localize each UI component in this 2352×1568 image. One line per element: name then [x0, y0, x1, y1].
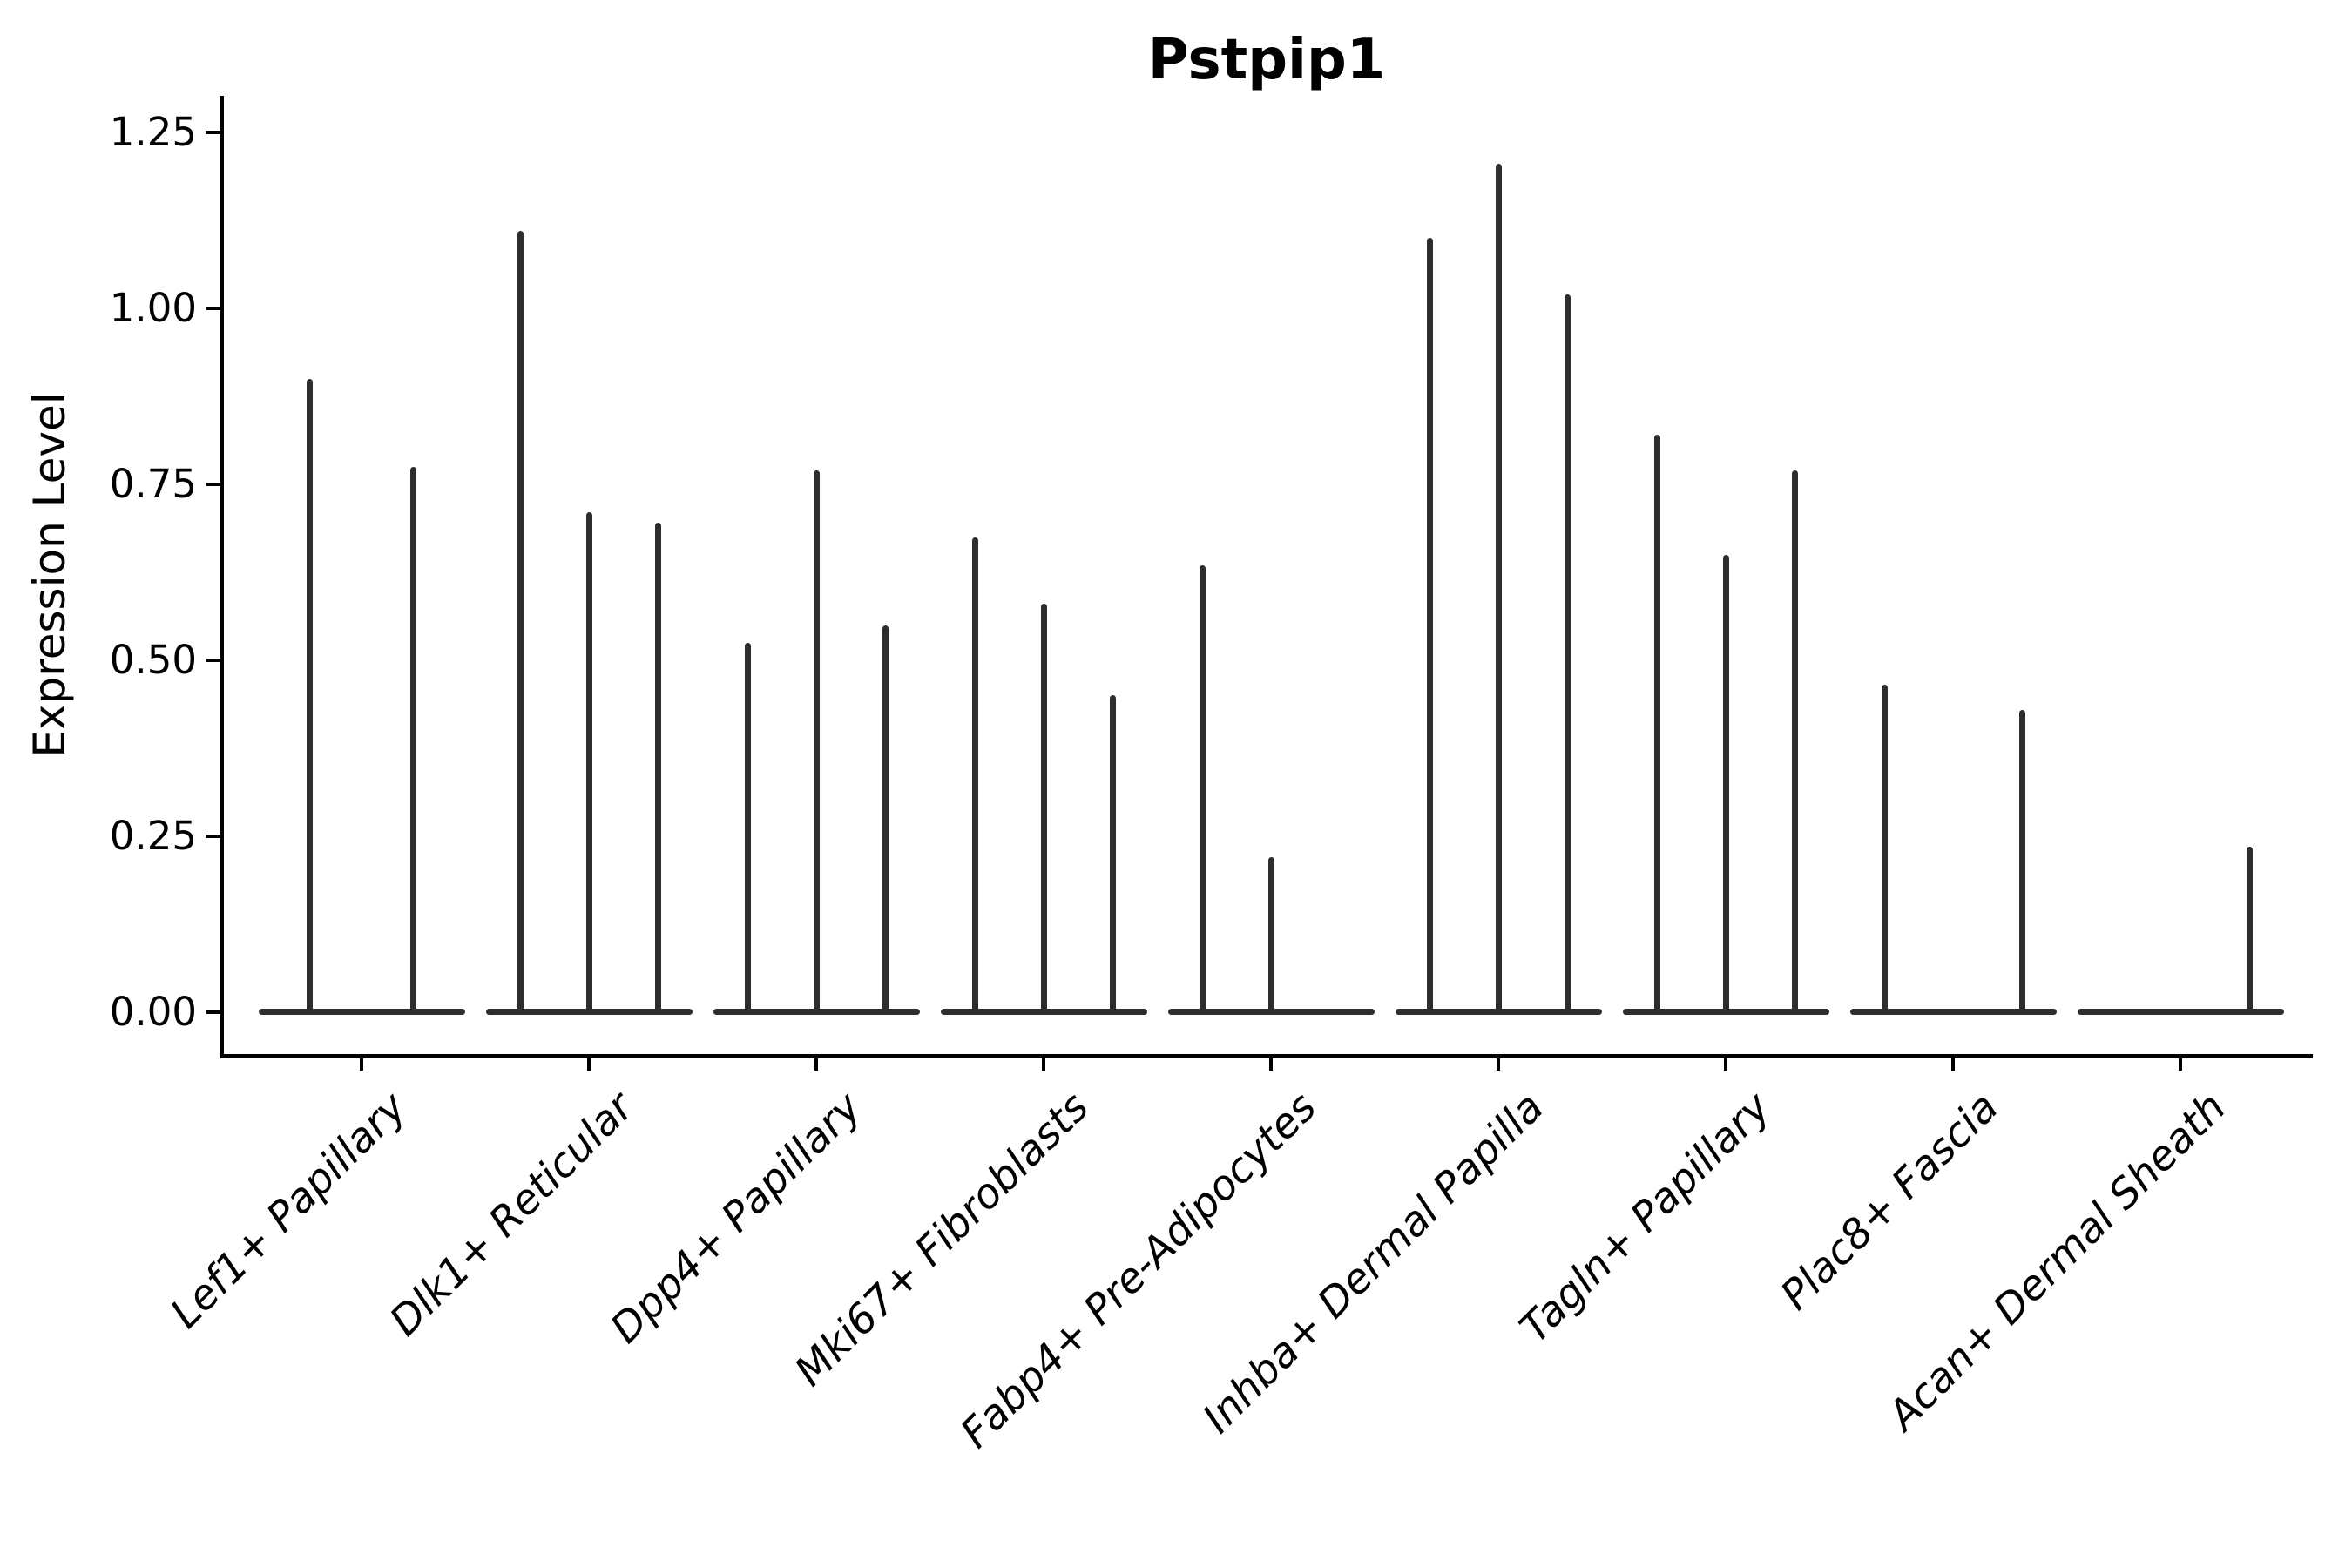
- violin-baseline: [2077, 1009, 2284, 1015]
- violin-spike: [1722, 554, 1729, 1014]
- violin-spike: [409, 466, 416, 1014]
- violin-spike: [2246, 847, 2253, 1014]
- x-axis-spine: [220, 1054, 2313, 1058]
- x-axis-tick: [1724, 1057, 1727, 1071]
- y-axis-title: Expression Level: [24, 392, 75, 758]
- y-tick-label: 0.25: [109, 813, 197, 859]
- violin-spike: [517, 231, 524, 1014]
- x-axis-tick: [1497, 1057, 1500, 1071]
- x-axis-tick: [360, 1057, 363, 1071]
- x-axis-tick: [1269, 1057, 1273, 1071]
- x-category-label: Tagln+ Papillary: [1511, 1083, 1781, 1353]
- x-axis-tick: [587, 1057, 591, 1071]
- violin-spike: [1040, 604, 1047, 1014]
- violin-spike: [307, 378, 314, 1014]
- y-axis-tick: [206, 307, 220, 310]
- violin-spike: [882, 625, 889, 1014]
- violin-spike: [971, 537, 978, 1014]
- violin-spike: [1653, 435, 1660, 1014]
- violin-spike: [1564, 294, 1571, 1014]
- x-category-label: Dlk1+ Reticular: [381, 1083, 644, 1346]
- x-category-label: Lef1+ Papillary: [161, 1083, 416, 1338]
- x-axis-tick: [1042, 1057, 1045, 1071]
- y-axis-tick: [206, 659, 220, 662]
- violin-baseline: [1849, 1009, 2057, 1015]
- y-axis-tick: [206, 483, 220, 486]
- violin-spike: [1791, 470, 1798, 1014]
- y-tick-label: 0.50: [109, 637, 197, 683]
- violin-spike: [1267, 857, 1274, 1014]
- y-tick-label: 1.00: [109, 285, 197, 331]
- violin-spike: [1199, 564, 1206, 1014]
- x-axis-tick: [1951, 1057, 1955, 1071]
- violin-spike: [585, 512, 592, 1014]
- violin-spike: [1109, 695, 1116, 1014]
- y-axis-spine: [220, 96, 224, 1058]
- violin-spike: [1495, 164, 1502, 1014]
- y-axis-tick: [206, 131, 220, 134]
- y-axis-tick: [206, 1010, 220, 1014]
- violin-spike: [1881, 685, 1888, 1014]
- violin-spike: [2018, 709, 2025, 1014]
- y-tick-label: 0.00: [109, 989, 197, 1035]
- x-category-label: Dpp4+ Papillary: [601, 1083, 871, 1353]
- violin-spike: [813, 470, 820, 1014]
- violin-spike: [744, 642, 751, 1014]
- violin-spike: [1426, 238, 1433, 1014]
- y-axis-tick: [206, 835, 220, 838]
- plot-title: Pstpip1: [1147, 28, 1386, 92]
- x-axis-tick: [2179, 1057, 2182, 1071]
- x-axis-tick: [814, 1057, 818, 1071]
- violin-baseline: [258, 1009, 465, 1015]
- violin-spike: [654, 523, 661, 1014]
- x-category-label: Plac8+ Fascia: [1771, 1083, 2008, 1320]
- y-tick-label: 0.75: [109, 461, 197, 507]
- y-tick-label: 1.25: [109, 109, 197, 155]
